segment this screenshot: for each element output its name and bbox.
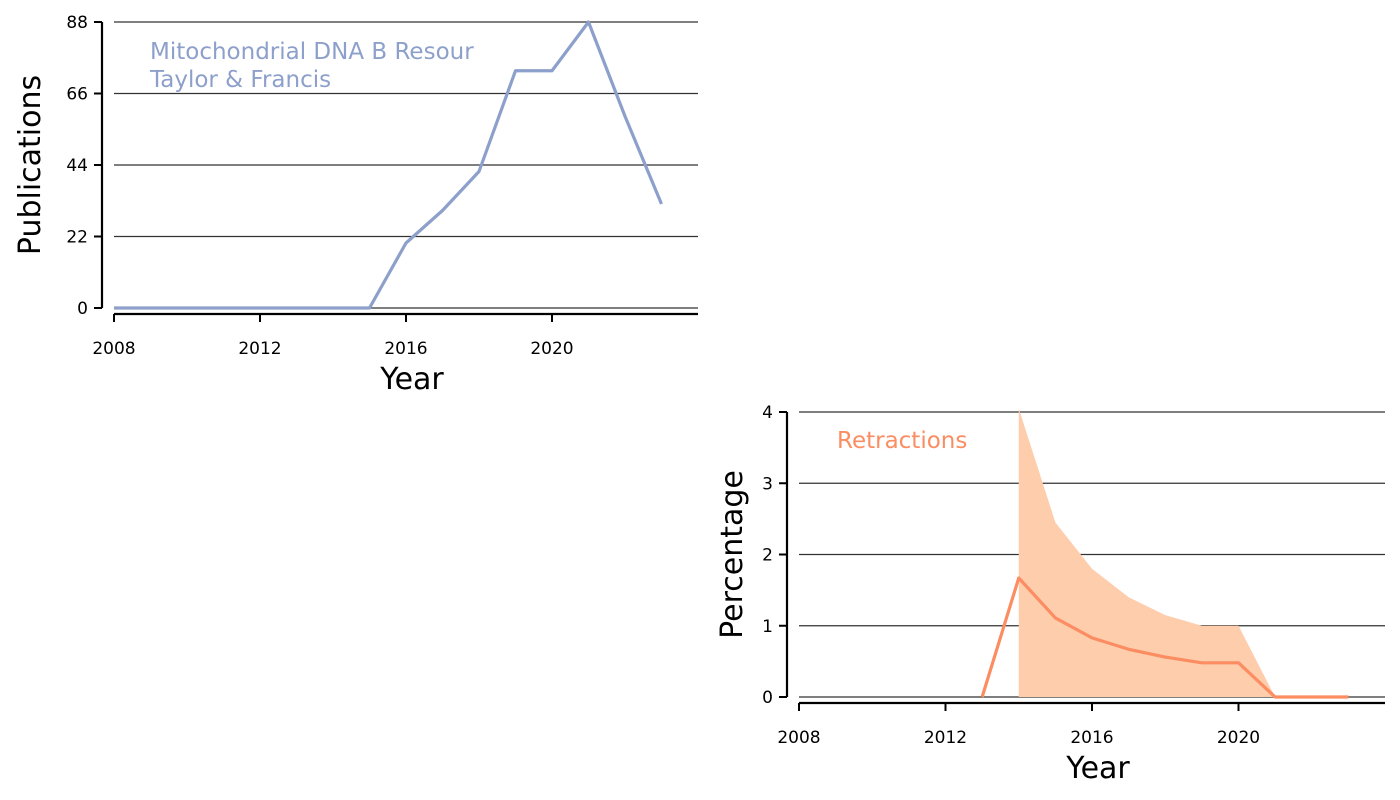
y-tick-label: 66 <box>66 85 88 105</box>
x-tick-label: 2016 <box>1070 728 1113 748</box>
series-line <box>114 20 663 310</box>
y-tick-label: 44 <box>66 156 88 176</box>
x-tick-label: 2008 <box>777 728 820 748</box>
chart-annotation: Retractions <box>837 428 967 454</box>
x-tick-label: 2020 <box>530 339 573 359</box>
confidence-band <box>1018 408 1349 697</box>
chart-annotation: Mitochondrial DNA B Resour <box>150 39 474 65</box>
y-tick-label: 1 <box>762 617 773 637</box>
x-axis-title: Year <box>1065 751 1130 786</box>
y-tick-label: 22 <box>66 228 88 248</box>
y-tick-label: 88 <box>66 13 88 33</box>
x-tick-label: 2012 <box>238 339 281 359</box>
series-line <box>980 576 1349 699</box>
publications-chart: 0 22 44 66 88 2008 2012 2016 2020 Year Publication… <box>13 13 698 397</box>
y-axis-title: Percentage <box>715 470 750 639</box>
x-tick-label: 2020 <box>1217 728 1260 748</box>
y-tick-label: 2 <box>762 546 773 566</box>
retractions-chart: 0 1 2 3 4 2008 2012 2016 2020 Year Percentage Retra… <box>715 403 1385 786</box>
y-axis-title: Publications <box>13 75 48 255</box>
y-tick-label: 3 <box>762 474 773 494</box>
x-tick-label: 2016 <box>384 339 427 359</box>
y-tick-label: 0 <box>77 299 88 319</box>
y-tick-label: 4 <box>762 403 773 423</box>
x-tick-label: 2008 <box>92 339 135 359</box>
chart-annotation: Taylor & Francis <box>149 67 331 93</box>
y-tick-label: 0 <box>762 688 773 708</box>
x-tick-label: 2012 <box>924 728 967 748</box>
x-axis-title: Year <box>379 362 444 397</box>
